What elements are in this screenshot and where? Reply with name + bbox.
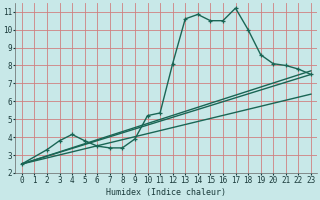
X-axis label: Humidex (Indice chaleur): Humidex (Indice chaleur): [106, 188, 226, 197]
